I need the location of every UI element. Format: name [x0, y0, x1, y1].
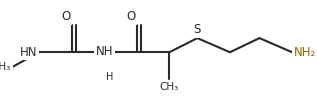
Text: CH₃: CH₃ [0, 62, 11, 72]
Text: O: O [61, 10, 71, 23]
Text: S: S [194, 23, 201, 36]
Text: CH₃: CH₃ [160, 82, 179, 92]
Text: NH: NH [95, 45, 113, 58]
Text: HN: HN [20, 46, 37, 59]
Text: NH₂: NH₂ [294, 46, 316, 59]
Text: O: O [126, 10, 136, 23]
Text: H: H [106, 72, 113, 82]
